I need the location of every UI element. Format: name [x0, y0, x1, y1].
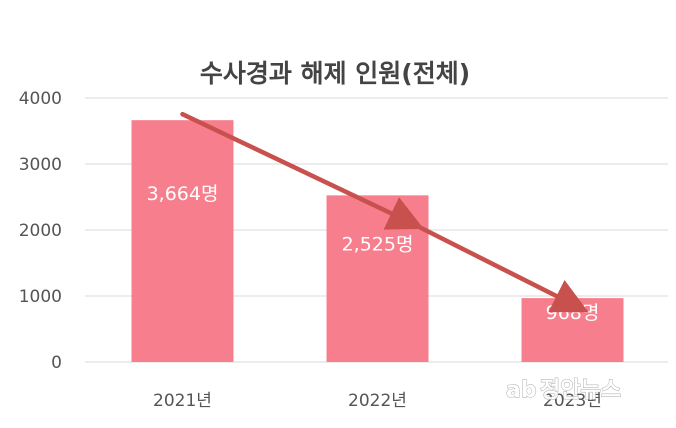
- trend-arrow-segment: [180, 111, 424, 230]
- y-tick-label: 2000: [19, 221, 62, 241]
- x-tick-label: 2023년: [543, 391, 602, 411]
- chart-title: 수사경과 해제 인원(전체): [200, 59, 470, 88]
- watermark-text: 정안뉴스: [540, 378, 621, 403]
- bar: [131, 120, 234, 363]
- trend-arrow: [180, 111, 589, 313]
- data-label: 3,664명: [147, 183, 219, 205]
- y-tick-label: 0: [51, 353, 62, 373]
- y-tick-label: 3000: [19, 155, 62, 175]
- y-tick-label: 4000: [19, 89, 62, 109]
- y-axis: 0 1000 2000 3000 4000: [19, 89, 62, 373]
- x-tick-label: 2022년: [348, 391, 407, 411]
- y-tick-label: 1000: [19, 287, 62, 307]
- data-label: 2,525명: [342, 233, 414, 255]
- x-axis: 2021년 2022년 2023년: [153, 391, 602, 411]
- watermark-logo: ab: [506, 378, 537, 403]
- trend-arrow-segment: [405, 218, 589, 313]
- x-tick-label: 2021년: [153, 391, 212, 411]
- bar: [326, 195, 429, 362]
- watermark: ab 정안뉴스: [506, 378, 622, 404]
